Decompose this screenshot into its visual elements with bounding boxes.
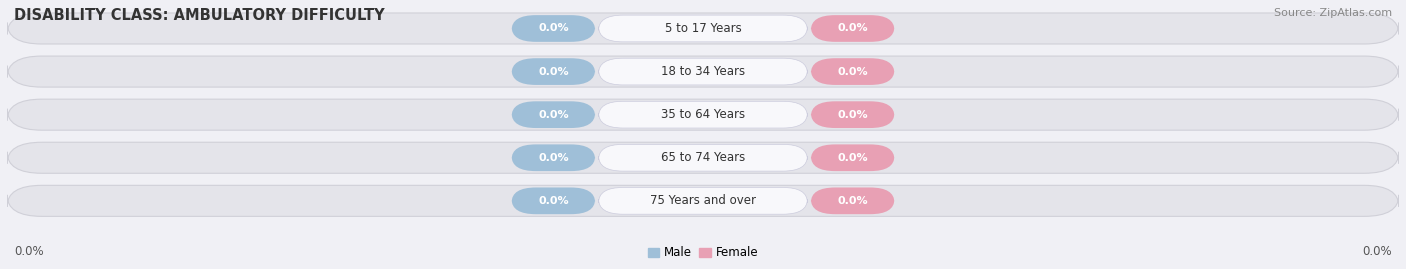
FancyBboxPatch shape [512,187,595,214]
Text: 35 to 64 Years: 35 to 64 Years [661,108,745,121]
Text: 0.0%: 0.0% [838,23,868,33]
Legend: Male, Female: Male, Female [643,242,763,264]
FancyBboxPatch shape [512,144,595,171]
FancyBboxPatch shape [7,13,1399,44]
Text: 0.0%: 0.0% [538,153,568,163]
FancyBboxPatch shape [512,15,595,42]
Text: 18 to 34 Years: 18 to 34 Years [661,65,745,78]
Text: 0.0%: 0.0% [538,23,568,33]
FancyBboxPatch shape [7,56,1399,87]
Text: 75 Years and over: 75 Years and over [650,194,756,207]
Text: 0.0%: 0.0% [538,196,568,206]
FancyBboxPatch shape [811,187,894,214]
FancyBboxPatch shape [811,144,894,171]
Text: 0.0%: 0.0% [14,245,44,258]
Text: 0.0%: 0.0% [1362,245,1392,258]
FancyBboxPatch shape [512,58,595,85]
FancyBboxPatch shape [599,58,807,85]
FancyBboxPatch shape [7,99,1399,130]
Text: 5 to 17 Years: 5 to 17 Years [665,22,741,35]
Text: 0.0%: 0.0% [838,196,868,206]
Text: 0.0%: 0.0% [838,67,868,77]
Text: 0.0%: 0.0% [538,67,568,77]
FancyBboxPatch shape [512,101,595,128]
FancyBboxPatch shape [811,58,894,85]
FancyBboxPatch shape [599,15,807,42]
FancyBboxPatch shape [7,142,1399,173]
Text: 0.0%: 0.0% [838,153,868,163]
FancyBboxPatch shape [599,187,807,214]
FancyBboxPatch shape [599,101,807,128]
FancyBboxPatch shape [7,185,1399,216]
Text: 0.0%: 0.0% [838,110,868,120]
Text: DISABILITY CLASS: AMBULATORY DIFFICULTY: DISABILITY CLASS: AMBULATORY DIFFICULTY [14,8,385,23]
Text: 65 to 74 Years: 65 to 74 Years [661,151,745,164]
Text: 0.0%: 0.0% [538,110,568,120]
FancyBboxPatch shape [811,101,894,128]
Text: Source: ZipAtlas.com: Source: ZipAtlas.com [1274,8,1392,18]
FancyBboxPatch shape [811,15,894,42]
FancyBboxPatch shape [599,144,807,171]
